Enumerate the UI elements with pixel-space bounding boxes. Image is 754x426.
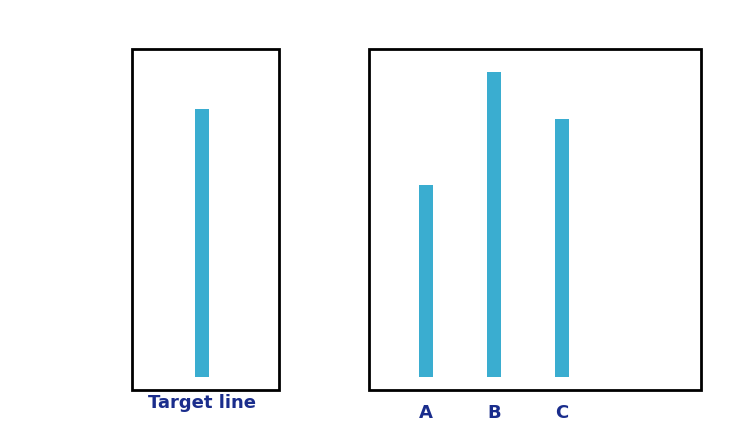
Text: B: B <box>487 404 501 422</box>
Text: Target line: Target line <box>148 394 256 412</box>
Bar <box>555 119 569 377</box>
Bar <box>369 49 701 390</box>
Bar <box>132 49 279 390</box>
Text: C: C <box>555 404 569 422</box>
Bar <box>487 72 501 377</box>
Bar <box>195 109 209 377</box>
Text: A: A <box>419 404 433 422</box>
Bar <box>419 185 433 377</box>
